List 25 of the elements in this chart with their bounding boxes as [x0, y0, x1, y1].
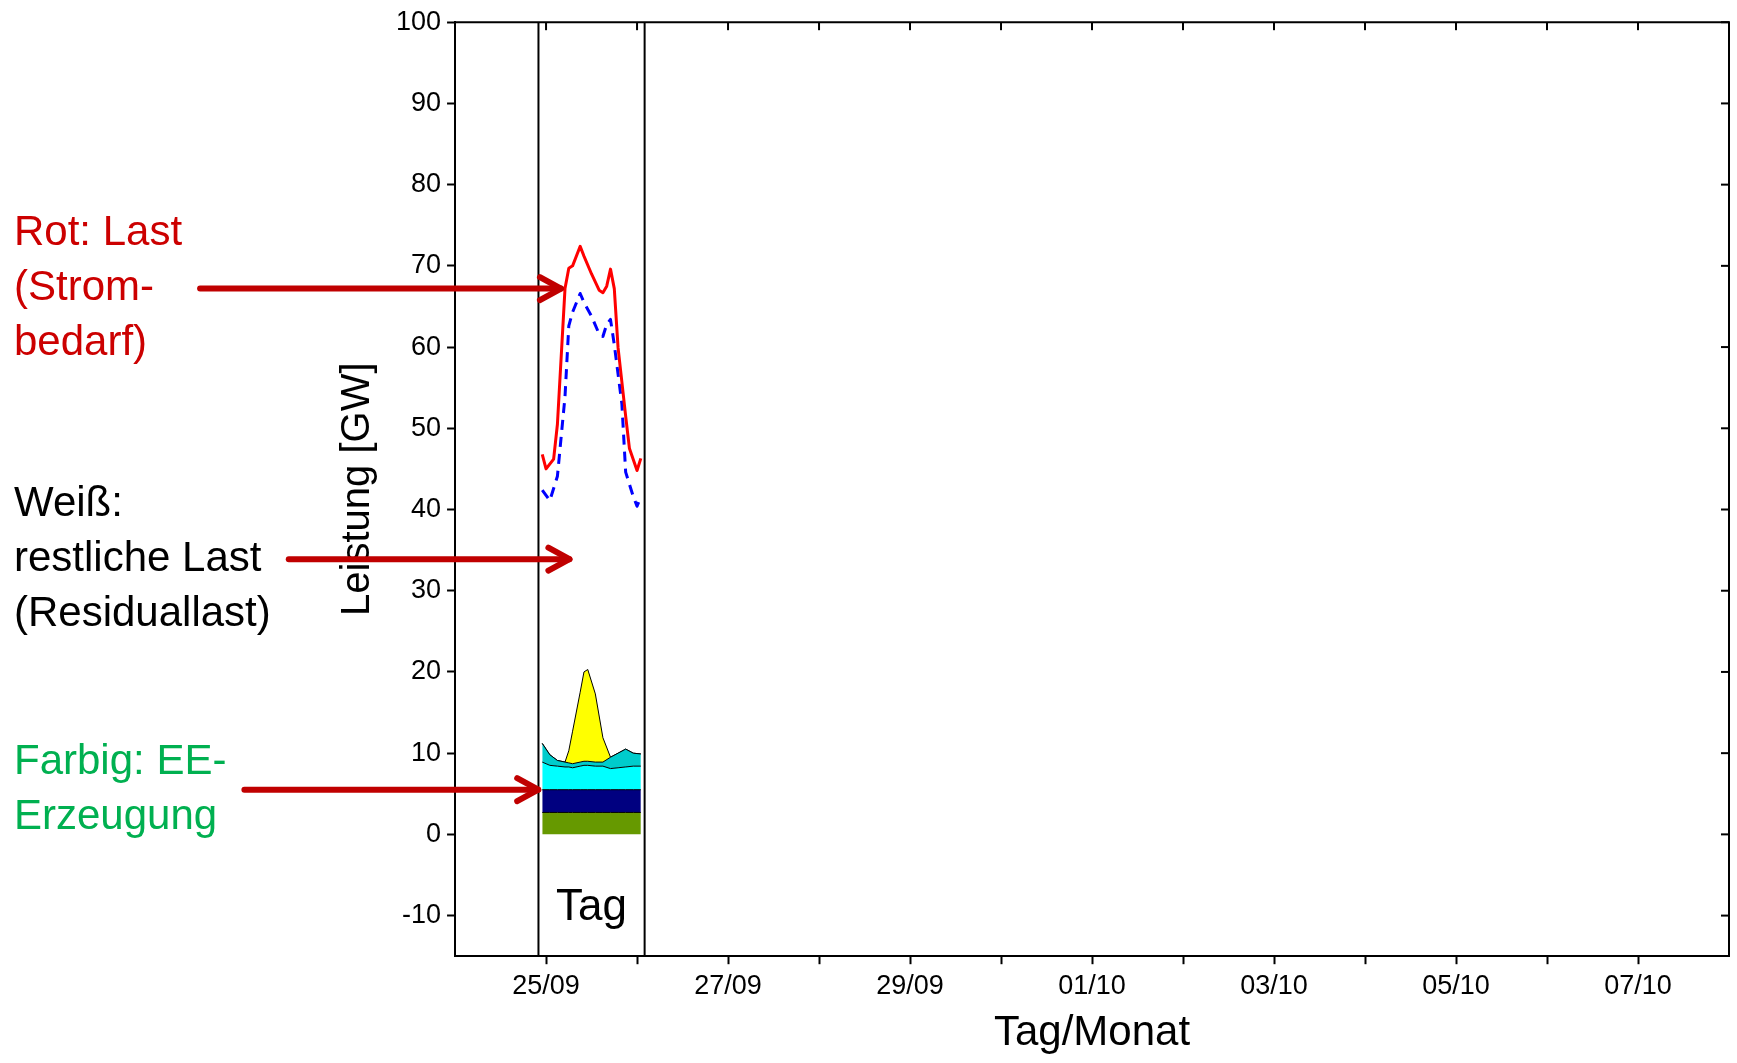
y-tick-label: 50	[411, 411, 442, 442]
x-tick-label: 03/10	[1240, 969, 1308, 1000]
annotation: Tag	[556, 880, 628, 930]
y-tick-label: 0	[426, 817, 442, 848]
text: Weiß: restliche Last (Residuallast)	[14, 477, 271, 635]
y-tick-label: 30	[411, 574, 442, 605]
x-tick-label: 05/10	[1422, 969, 1490, 1000]
annotation: Farbig: EE- Erzeugung	[14, 735, 227, 838]
y-tick-label: 60	[411, 330, 442, 361]
x-tick-label: 25/09	[512, 969, 580, 1000]
y-tick-label: -10	[402, 899, 442, 930]
y-tick-label: 80	[411, 168, 442, 199]
y-tick-label: 40	[411, 492, 442, 523]
y-tick-label: 90	[411, 86, 442, 117]
y-tick-label: 10	[411, 736, 442, 767]
x-tick-label: 27/09	[694, 969, 762, 1000]
x-tick-label: 29/09	[876, 969, 944, 1000]
x-tick-label: 07/10	[1604, 969, 1672, 1000]
y-tick-label: 70	[411, 249, 442, 280]
annotation: Rot: Last (Strom- bedarf)	[14, 207, 183, 365]
x-tick-label: 01/10	[1058, 969, 1126, 1000]
y-tick-label: 100	[395, 5, 442, 36]
y-tick-label: 20	[411, 655, 442, 686]
x-axis-title: Tag/Monat	[993, 1007, 1191, 1055]
y-axis-title: Leistung [GW]	[333, 362, 378, 616]
